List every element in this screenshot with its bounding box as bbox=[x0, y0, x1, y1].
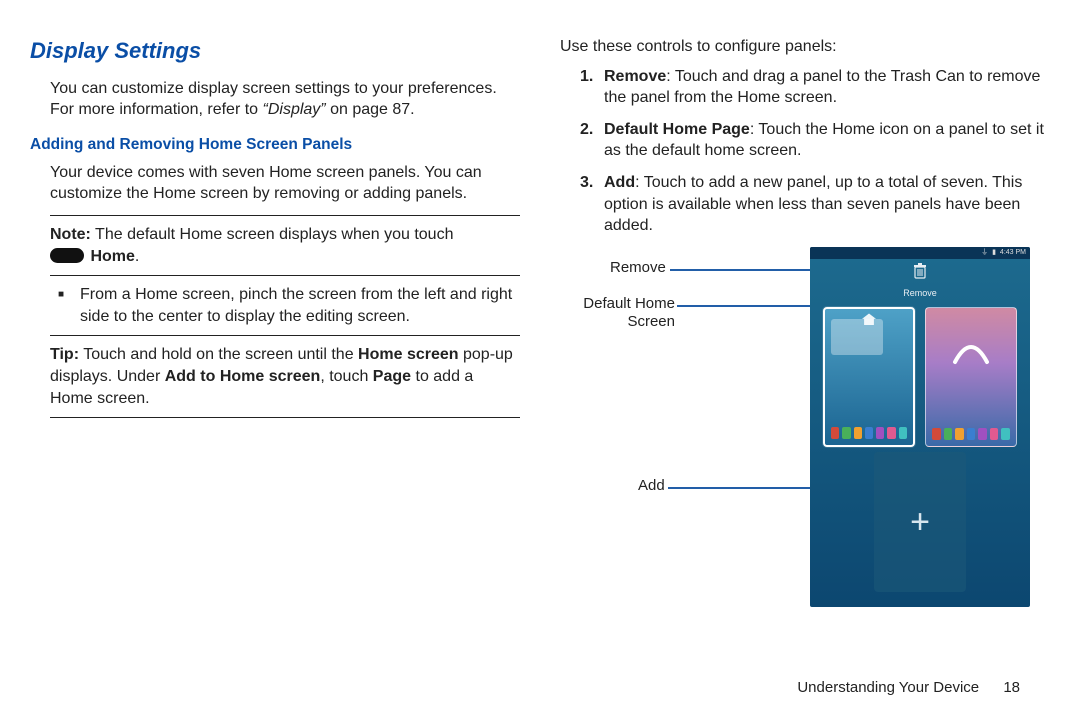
note-home-label: Home bbox=[90, 248, 134, 265]
rule-bottom bbox=[50, 417, 520, 418]
galaxy-logo-icon bbox=[949, 338, 993, 368]
wifi-icon: ⏚ bbox=[981, 249, 988, 256]
diagram-label-add: Add bbox=[638, 477, 665, 495]
section-title: Display Settings bbox=[30, 36, 520, 66]
ordered-list: 1. Remove: Touch and drag a panel to the … bbox=[580, 66, 1050, 237]
page-footer: Understanding Your Device 18 bbox=[797, 678, 1020, 698]
diagram-label-remove: Remove bbox=[610, 259, 666, 277]
item-text: : Touch and drag a panel to the Trash Ca… bbox=[604, 68, 1040, 107]
item-number: 2. bbox=[580, 119, 593, 141]
tip-bold1: Home screen bbox=[358, 346, 459, 363]
app-icon bbox=[854, 427, 862, 439]
right-column: Use these controls to configure panels: … bbox=[560, 36, 1050, 617]
widget-thumb bbox=[831, 319, 883, 355]
status-time: 4:43 PM bbox=[1000, 249, 1026, 256]
panels-paragraph: Your device comes with seven Home screen… bbox=[50, 162, 520, 205]
app-icon bbox=[865, 427, 873, 439]
right-intro: Use these controls to configure panels: bbox=[560, 36, 1050, 58]
status-bar: ⏚ ▮ 4:43 PM bbox=[810, 247, 1030, 259]
app-icon bbox=[990, 428, 999, 440]
rule-top bbox=[50, 215, 520, 216]
intro-ref: “Display” bbox=[263, 101, 326, 118]
phone-mockup: ⏚ ▮ 4:43 PM Remove bbox=[810, 247, 1030, 607]
app-icon bbox=[887, 427, 895, 439]
footer-page-number: 18 bbox=[1003, 679, 1020, 696]
list-item: 3. Add: Touch to add a new panel, up to a… bbox=[580, 172, 1050, 237]
home-button-icon bbox=[50, 248, 84, 263]
bullet-item: From a Home screen, pinch the screen fro… bbox=[80, 284, 520, 327]
item-bold: Add bbox=[604, 174, 635, 191]
remove-label: Remove bbox=[810, 287, 1030, 299]
panel-thumb-2 bbox=[925, 307, 1017, 447]
trash-icon bbox=[913, 263, 927, 279]
tip-bold3: Page bbox=[373, 368, 411, 385]
note-lead: Note: bbox=[50, 226, 91, 243]
bullet-list: From a Home screen, pinch the screen fro… bbox=[80, 284, 520, 327]
item-number: 1. bbox=[580, 66, 593, 88]
tip-block: Tip: Touch and hold on the screen until … bbox=[50, 340, 520, 413]
item-number: 3. bbox=[580, 172, 593, 194]
screen-text: Screen bbox=[627, 313, 675, 330]
app-icon bbox=[967, 428, 976, 440]
tip-body-c: , touch bbox=[320, 368, 372, 385]
app-icon bbox=[932, 428, 941, 440]
note-block: Note: The default Home screen displays w… bbox=[50, 220, 520, 271]
panels-row bbox=[810, 307, 1030, 447]
app-icon bbox=[978, 428, 987, 440]
app-icon bbox=[944, 428, 953, 440]
list-item: 1. Remove: Touch and drag a panel to the … bbox=[580, 66, 1050, 109]
sub-heading: Adding and Removing Home Screen Panels bbox=[30, 135, 520, 156]
dock-row bbox=[831, 427, 907, 439]
rule-mid1 bbox=[50, 275, 520, 276]
intro-paragraph: You can customize display screen setting… bbox=[50, 78, 520, 121]
note-region: Note: The default Home screen displays w… bbox=[50, 215, 520, 418]
app-icon bbox=[842, 427, 850, 439]
app-icon bbox=[955, 428, 964, 440]
app-icon bbox=[899, 427, 907, 439]
add-panel-thumb: + bbox=[874, 452, 966, 592]
leader-line-remove bbox=[670, 269, 810, 271]
note-body-b: . bbox=[135, 248, 139, 265]
panel-thumb-default bbox=[823, 307, 915, 447]
item-text: : Touch to add a new panel, up to a tota… bbox=[604, 174, 1022, 234]
diagram-label-default-home: Default Home Screen bbox=[575, 295, 675, 331]
app-icon bbox=[1001, 428, 1010, 440]
footer-section: Understanding Your Device bbox=[797, 679, 979, 696]
left-column: Display Settings You can customize displ… bbox=[30, 36, 520, 617]
intro-tail: on page 87. bbox=[326, 101, 415, 118]
battery-icon: ▮ bbox=[992, 249, 996, 256]
default-home-text: Default Home bbox=[583, 295, 675, 312]
list-item: 2.Default Home Page: Touch the Home icon… bbox=[580, 119, 1050, 162]
tip-bold2: Add to Home screen bbox=[165, 368, 321, 385]
tip-lead: Tip: bbox=[50, 346, 79, 363]
app-icon bbox=[831, 427, 839, 439]
rule-mid2 bbox=[50, 335, 520, 336]
diagram: Remove Default Home Screen Add ⏚ ▮ 4:43 PM bbox=[560, 247, 1050, 617]
note-body-a: The default Home screen displays when yo… bbox=[91, 226, 454, 243]
dock-row bbox=[932, 428, 1010, 440]
item-bold: Remove bbox=[604, 68, 666, 85]
tip-body-a: Touch and hold on the screen until the bbox=[79, 346, 358, 363]
app-icon bbox=[876, 427, 884, 439]
item-bold: Default Home Page bbox=[604, 121, 750, 138]
plus-icon: + bbox=[910, 505, 930, 539]
page-body: Display Settings You can customize displ… bbox=[0, 0, 1080, 627]
remove-area: Remove bbox=[810, 259, 1030, 308]
